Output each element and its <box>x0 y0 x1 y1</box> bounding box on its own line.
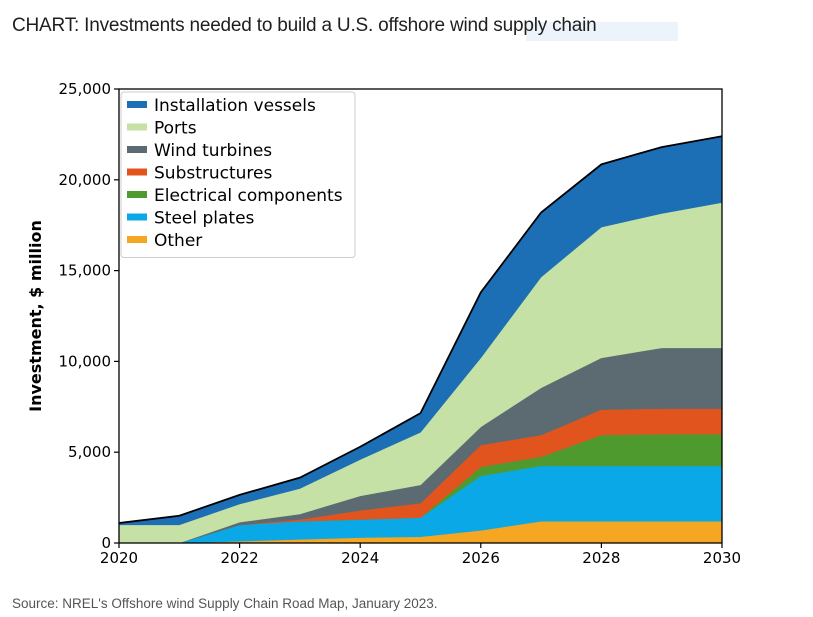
total-outline <box>118 135 723 524</box>
x-tick-label: 2024 <box>341 549 379 567</box>
title-highlight <box>526 22 678 41</box>
y-tick-label: 5,000 <box>68 443 111 461</box>
y-tick-label: 25,000 <box>59 80 112 98</box>
y-tick-label: 20,000 <box>59 171 112 189</box>
x-tick-label: 2022 <box>221 549 259 567</box>
legend-label-installation-vessels: Installation vessels <box>154 96 316 116</box>
y-axis: 0 5,000 10,000 15,000 20,000 25,000 <box>59 80 119 552</box>
legend-swatch-steel-plates <box>127 213 147 221</box>
y-tick-label: 0 <box>101 534 111 552</box>
y-tick-label: 15,000 <box>59 262 112 280</box>
x-tick-label: 2026 <box>462 549 500 567</box>
legend-swatch-ports <box>127 123 147 131</box>
source-note: Source: NREL's Offshore wind Supply Chai… <box>12 596 438 611</box>
plot-frame <box>118 88 723 544</box>
legend-label-other: Other <box>154 231 202 251</box>
legend-label-steel-plates: Steel plates <box>154 209 255 229</box>
area-layer <box>118 135 723 544</box>
legend-swatch-installation-vessels <box>127 101 147 108</box>
legend-box <box>120 91 356 258</box>
legend-swatch-other <box>127 236 147 243</box>
legend-label-electrical-components: Electrical components <box>154 186 343 206</box>
y-tick-label: 10,000 <box>59 352 112 370</box>
legend-swatch-wind-turbines <box>127 146 147 153</box>
page-title: CHART: Investments needed to build a U.S… <box>12 15 597 36</box>
legend-label-ports: Ports <box>154 119 197 139</box>
legend-label-substructures: Substructures <box>154 164 273 184</box>
x-tick-label: 2020 <box>100 549 138 567</box>
x-tick-label: 2030 <box>703 549 741 567</box>
legend-label-wind-turbines: Wind turbines <box>154 141 272 161</box>
legend-swatch-substructures <box>127 168 147 176</box>
x-axis: 2020 2022 2024 2026 2028 2030 <box>100 543 741 567</box>
legend-swatch-electrical-components <box>127 191 147 198</box>
x-tick-label: 2028 <box>582 549 620 567</box>
y-axis-label: Investment, $ million <box>26 220 45 412</box>
